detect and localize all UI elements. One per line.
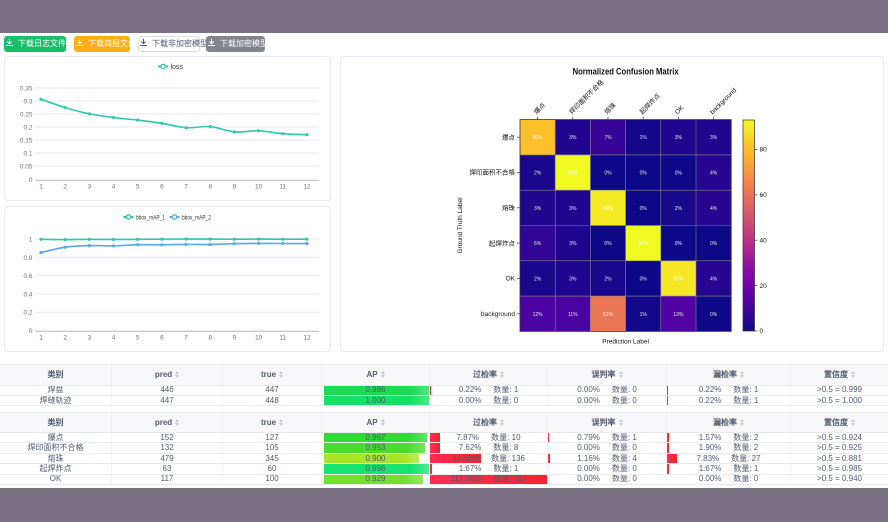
- svg-text:0%: 0%: [640, 276, 648, 282]
- svg-text:12: 12: [303, 184, 311, 191]
- svg-text:1%: 1%: [640, 135, 648, 141]
- svg-text:3%: 3%: [675, 135, 683, 141]
- svg-text:0.1: 0.1: [23, 151, 32, 158]
- svg-text:OK: OK: [674, 104, 686, 116]
- svg-text:0%: 0%: [675, 241, 683, 247]
- svg-text:9: 9: [233, 335, 237, 342]
- svg-text:0.2: 0.2: [23, 125, 32, 132]
- svg-text:爆点: 爆点: [532, 100, 548, 116]
- svg-text:起焊炸点: 起焊炸点: [637, 91, 662, 116]
- svg-text:3: 3: [88, 184, 92, 191]
- svg-text:5: 5: [136, 184, 140, 191]
- svg-text:3%: 3%: [569, 241, 577, 247]
- svg-text:background: background: [709, 87, 738, 116]
- svg-text:1: 1: [39, 184, 43, 191]
- svg-text:7%: 7%: [604, 135, 612, 141]
- svg-text:0: 0: [760, 328, 764, 335]
- svg-text:OK: OK: [506, 276, 516, 283]
- svg-text:0%: 0%: [604, 241, 612, 247]
- svg-text:2%: 2%: [534, 276, 542, 282]
- svg-text:4: 4: [112, 335, 116, 342]
- svg-text:11%: 11%: [568, 312, 578, 318]
- svg-text:0%: 0%: [675, 171, 683, 177]
- svg-text:11: 11: [279, 184, 286, 191]
- svg-text:焊印面积不合格: 焊印面积不合格: [470, 168, 516, 177]
- svg-text:loss: loss: [171, 64, 184, 71]
- svg-text:93%: 93%: [568, 171, 579, 177]
- svg-text:5: 5: [136, 335, 140, 342]
- svg-text:0.25: 0.25: [20, 112, 33, 119]
- svg-text:0: 0: [29, 177, 33, 184]
- svg-text:2%: 2%: [675, 206, 683, 212]
- svg-text:3%: 3%: [569, 206, 577, 212]
- svg-text:爆点: 爆点: [502, 133, 516, 142]
- svg-text:Ground Truth Label: Ground Truth Label: [457, 197, 464, 254]
- svg-text:3%: 3%: [534, 206, 542, 212]
- svg-text:2%: 2%: [604, 276, 612, 282]
- svg-text:0%: 0%: [710, 241, 718, 247]
- svg-text:4%: 4%: [710, 171, 718, 177]
- svg-text:60: 60: [760, 192, 768, 199]
- svg-text:7: 7: [184, 335, 188, 342]
- svg-text:4%: 4%: [710, 276, 718, 282]
- svg-text:3%: 3%: [569, 135, 577, 141]
- svg-text:0%: 0%: [640, 206, 648, 212]
- svg-text:Normalized Confusion Matrix: Normalized Confusion Matrix: [573, 67, 679, 77]
- svg-text:0.2: 0.2: [23, 310, 32, 317]
- svg-text:13%: 13%: [673, 312, 684, 318]
- svg-text:3%: 3%: [710, 135, 718, 141]
- svg-text:焊印面积不合格: 焊印面积不合格: [567, 77, 606, 116]
- svg-text:0.8: 0.8: [23, 255, 32, 262]
- svg-text:6: 6: [160, 335, 164, 342]
- svg-text:10: 10: [255, 335, 263, 342]
- svg-text:1: 1: [39, 335, 43, 342]
- svg-text:12: 12: [303, 335, 311, 342]
- svg-text:90%: 90%: [603, 206, 614, 212]
- svg-text:2: 2: [63, 335, 67, 342]
- svg-text:熔珠: 熔珠: [602, 100, 618, 116]
- svg-text:bbox_mAP_2: bbox_mAP_2: [182, 215, 211, 222]
- svg-text:起焊炸点: 起焊炸点: [489, 238, 516, 247]
- svg-text:80: 80: [760, 147, 768, 154]
- svg-text:9: 9: [233, 184, 237, 191]
- svg-text:3%: 3%: [569, 276, 577, 282]
- svg-text:Prediction Label: Prediction Label: [602, 338, 649, 345]
- svg-text:8: 8: [208, 184, 212, 191]
- svg-text:40: 40: [760, 237, 768, 244]
- svg-text:0.3: 0.3: [23, 99, 32, 106]
- svg-text:bbox_mAP_1: bbox_mAP_1: [136, 215, 165, 222]
- svg-text:1: 1: [29, 237, 33, 244]
- svg-text:background: background: [481, 311, 515, 318]
- svg-text:7: 7: [184, 184, 188, 191]
- svg-text:3: 3: [88, 335, 92, 342]
- svg-text:1%: 1%: [640, 312, 648, 318]
- svg-text:80%: 80%: [533, 135, 544, 141]
- svg-text:4: 4: [112, 184, 116, 191]
- svg-text:61%: 61%: [603, 312, 614, 318]
- svg-text:2: 2: [63, 184, 67, 191]
- svg-text:6%: 6%: [534, 241, 542, 247]
- svg-text:93%: 93%: [638, 241, 649, 247]
- svg-text:4%: 4%: [710, 206, 718, 212]
- svg-text:熔珠: 熔珠: [502, 203, 516, 212]
- svg-text:0: 0: [29, 328, 33, 335]
- svg-text:0%: 0%: [604, 171, 612, 177]
- svg-text:0%: 0%: [640, 171, 648, 177]
- svg-text:0.6: 0.6: [23, 273, 32, 280]
- svg-text:0.4: 0.4: [23, 291, 32, 298]
- svg-text:0.15: 0.15: [20, 138, 33, 145]
- svg-text:0.05: 0.05: [20, 164, 33, 171]
- svg-text:6: 6: [160, 184, 164, 191]
- svg-text:0.35: 0.35: [20, 86, 33, 93]
- svg-text:12%: 12%: [533, 312, 544, 318]
- svg-text:10: 10: [255, 184, 263, 191]
- svg-text:11: 11: [279, 335, 286, 342]
- svg-text:2%: 2%: [534, 171, 542, 177]
- svg-text:89%: 89%: [673, 276, 684, 282]
- svg-text:20: 20: [760, 283, 768, 290]
- svg-text:8: 8: [208, 335, 212, 342]
- svg-text:0%: 0%: [710, 312, 718, 318]
